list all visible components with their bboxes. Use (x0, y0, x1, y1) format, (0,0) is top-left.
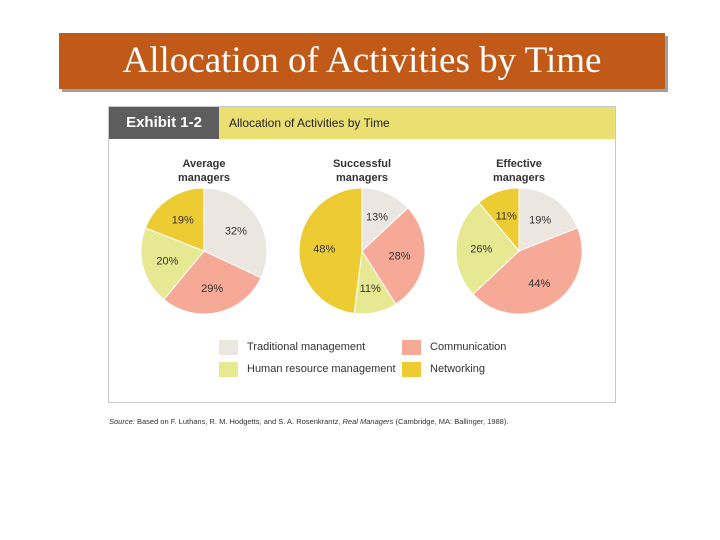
pie-slice-label: 19% (529, 215, 551, 227)
source-note: Source: Based on F. Luthans, R. M. Hodge… (109, 417, 508, 426)
exhibit-figure: Exhibit 1-2 Allocation of Activities by … (108, 106, 616, 403)
slide-title: Allocation of Activities by Time (122, 40, 602, 81)
legend-label: Traditional management (247, 341, 366, 353)
pie-slice-traditional (518, 187, 579, 252)
pie-slice-label: 20% (156, 255, 178, 267)
pie-slice-networking (144, 187, 205, 252)
pie-slice-traditional (203, 187, 268, 279)
pie-title: managers (336, 172, 388, 184)
legend-swatch-networking (402, 361, 421, 377)
source-prefix: Source: (109, 417, 135, 426)
legend-swatch-communication (402, 339, 421, 355)
slide-title-bar: Allocation of Activities by Time (59, 33, 665, 89)
source-text: Based on F. Luthans, R. M. Hodgetts, and… (136, 417, 341, 426)
legend-item-networking: Networking (402, 361, 485, 377)
pie-slice-hr (455, 201, 520, 295)
pie-slice-label: 28% (388, 251, 410, 263)
pie-slice-label: 29% (201, 283, 223, 295)
pie-title: Successful (333, 158, 391, 170)
pie-slice-label: 13% (366, 211, 388, 223)
legend-label: Networking (430, 363, 486, 375)
pie-slice-networking (298, 187, 363, 315)
legend-item-hr: Human resource management (219, 361, 396, 377)
exhibit-title: Allocation of Activities by Time (229, 116, 390, 130)
pie-slice-networking (478, 187, 520, 253)
pie-chart-2: Successful managers 13% 28% 11% 48% (298, 158, 426, 315)
source-book: Real Managers (342, 417, 394, 426)
legend-swatch-traditional (219, 339, 238, 355)
pie-slice-communication (361, 207, 426, 305)
exhibit-header: Exhibit 1-2 Allocation of Activities by … (109, 107, 615, 139)
legend: Traditional management Communication Hum… (219, 339, 519, 389)
pie-chart-1: Average managers 32% 29% 20% 19% (140, 158, 268, 315)
pie-slice-communication (472, 227, 583, 315)
legend-label: Communication (430, 341, 507, 353)
pie-slice-label: 48% (313, 244, 335, 256)
pie-title: managers (178, 172, 230, 184)
legend-swatch-hr (219, 361, 238, 377)
exhibit-label: Exhibit 1-2 (109, 107, 219, 139)
pie-slice-label: 19% (172, 215, 194, 227)
pie-charts: Average managers 32% 29% 20% 19% Successful man… (140, 158, 583, 315)
legend-item-communication: Communication (402, 339, 506, 355)
legend-label: Human resource management (247, 363, 396, 375)
pie-slice-label: 11% (360, 283, 381, 295)
pie-slice-label: 32% (225, 226, 247, 238)
pie-title: Average (182, 158, 225, 170)
pie-title: Effective (496, 158, 542, 170)
pie-slice-label: 26% (470, 244, 492, 256)
pie-title: managers (493, 172, 545, 184)
pie-slice-communication (163, 250, 262, 315)
pie-slice-label: 44% (528, 278, 550, 290)
source-publisher: (Cambridge, MA: Ballinger, 1988). (395, 417, 509, 426)
pie-chart-3: Effective managers 19% 44% 26% 11% (455, 158, 583, 315)
pie-slice-label: 11% (496, 210, 517, 222)
pie-slice-hr (140, 227, 205, 301)
legend-item-traditional: Traditional management (219, 339, 365, 355)
